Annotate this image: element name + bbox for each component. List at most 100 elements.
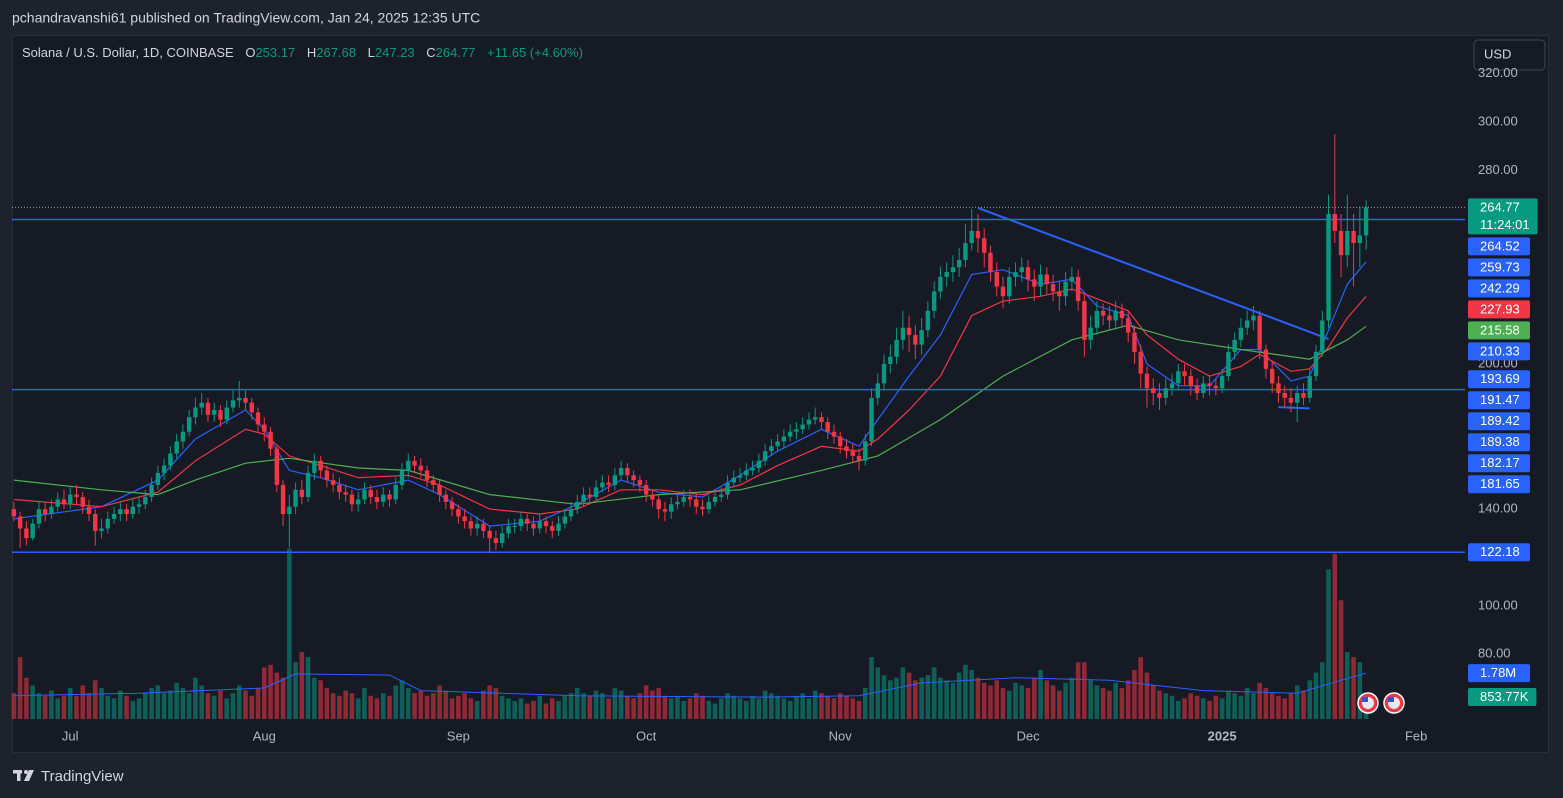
volume-bar (794, 695, 799, 719)
volume-bar (913, 680, 918, 719)
volume-bar (1201, 698, 1206, 719)
candle-body (931, 291, 937, 311)
volume-bar (1263, 688, 1269, 719)
y-tick-label: 300.00 (1478, 114, 1518, 129)
volume-bar (888, 680, 893, 719)
candle-body (86, 506, 92, 514)
candle-body (787, 431, 793, 437)
volume-bar (1351, 657, 1356, 719)
volume-bar (568, 693, 574, 719)
candle-body (1320, 320, 1325, 352)
candle-body (249, 402, 254, 413)
volume-bar (456, 695, 461, 719)
candle-body (443, 494, 449, 502)
candle-body (1038, 274, 1043, 287)
volume-bar (449, 698, 455, 719)
volume-bar (124, 695, 129, 719)
candle-body (61, 499, 67, 505)
candle-body (149, 484, 154, 498)
volume-bar (975, 677, 981, 719)
candle-body (174, 441, 179, 454)
volume-bar (355, 698, 361, 719)
volume-bar (944, 680, 949, 719)
volume-bar (11, 693, 17, 719)
volume-bar (850, 698, 856, 719)
volume-bar (80, 685, 86, 719)
candle-body (712, 497, 718, 502)
candle-body (374, 497, 380, 502)
candle-body (293, 489, 298, 507)
volume-bar (1269, 693, 1275, 719)
candle-body (762, 451, 768, 461)
candle-body (406, 460, 411, 471)
candle-body (1144, 373, 1150, 389)
candle-body (1082, 301, 1087, 340)
candle-body (1201, 383, 1206, 394)
volume-bar (318, 680, 323, 719)
volume-bar (512, 700, 517, 719)
price-label-box (1468, 433, 1530, 452)
price-label: 264.52 (1480, 238, 1520, 253)
candle-body (49, 506, 54, 514)
volume-bar (343, 690, 348, 719)
logo-part (24, 770, 28, 774)
volume-bar (775, 695, 780, 719)
volume-bar (625, 695, 630, 719)
volume-bar (481, 690, 486, 719)
legend-close: 264.77 (436, 45, 476, 60)
volume-bar (362, 688, 367, 719)
candle-body (956, 259, 962, 268)
candle-body (1269, 368, 1275, 384)
price-label: 1.78M (1480, 665, 1516, 680)
candle-body (694, 499, 699, 507)
candle-body (1075, 276, 1081, 302)
candle-body (387, 494, 392, 500)
candle-body (794, 429, 799, 432)
volume-bar (994, 680, 1000, 719)
volume-bar (136, 698, 142, 719)
legend: Solana / U.S. Dollar, 1D, COINBASE O253.… (22, 45, 583, 60)
candle-body (418, 465, 423, 471)
volume-bar (1313, 672, 1319, 719)
candle-body (675, 501, 680, 505)
candle-body (362, 489, 367, 500)
candle-body (856, 455, 862, 461)
candle-body (80, 497, 85, 507)
price-label: 853.77K (1480, 689, 1529, 704)
volume-bar (130, 700, 136, 719)
volume-bar (236, 685, 242, 719)
candle-body (600, 482, 605, 488)
volume-bar (61, 695, 67, 719)
volume-bar (1113, 682, 1118, 719)
legend-title: Solana / U.S. Dollar, 1D, COINBASE (22, 45, 234, 60)
candle-body (99, 528, 104, 531)
candle-body (1182, 371, 1187, 377)
currency-label: USD (1484, 46, 1511, 61)
candle-body (525, 518, 530, 524)
countdown-label: 11:24:01 (1480, 217, 1530, 232)
price-label: 215.58 (1480, 322, 1520, 337)
volume-bar (1088, 680, 1093, 719)
volume-bar (1357, 662, 1363, 719)
volume-bar (268, 664, 273, 719)
volume-bar (1226, 690, 1231, 719)
candle-body (1244, 320, 1250, 328)
candle-body (593, 487, 599, 498)
candle-body (230, 400, 236, 408)
candle-body (136, 504, 142, 507)
candle-body (193, 407, 198, 418)
candle-body (1119, 310, 1125, 319)
candle-body (337, 484, 342, 493)
logo-part (24, 770, 34, 781)
candle-body (1107, 315, 1112, 321)
volume-bar (412, 693, 417, 719)
footer-logo: TradingView (41, 768, 124, 785)
candle-body (93, 513, 98, 531)
candle-body (1176, 371, 1181, 384)
volume-bar (1069, 677, 1075, 719)
volume-bar (506, 698, 511, 719)
volume-bar (474, 700, 480, 719)
volume-bar (531, 700, 536, 719)
price-label: 182.17 (1480, 455, 1520, 470)
currency-button[interactable] (1473, 39, 1546, 71)
